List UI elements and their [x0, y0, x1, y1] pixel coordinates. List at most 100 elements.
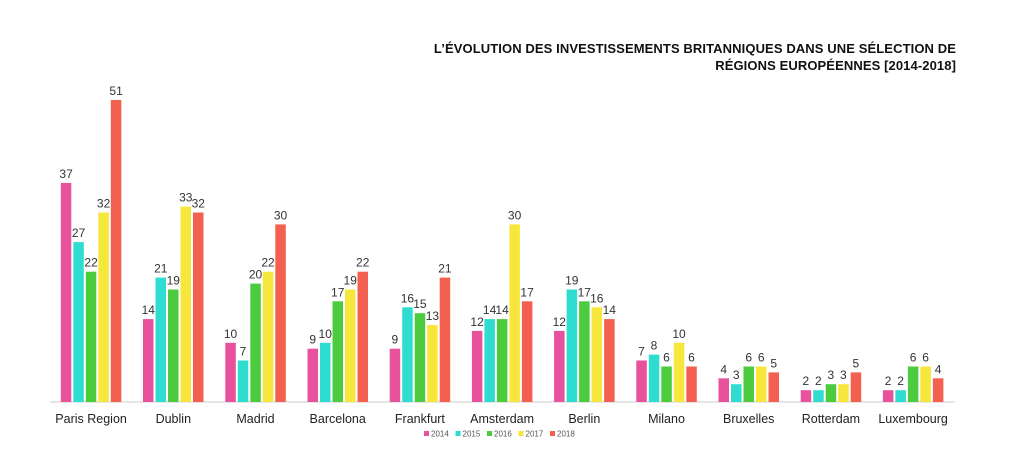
value-label-paris-region-2016: 22	[84, 256, 98, 270]
value-label-luxembourg-2017: 6	[922, 351, 929, 365]
value-label-milano-2017: 10	[672, 327, 686, 341]
value-label-barcelona-2017: 19	[344, 274, 358, 288]
bar-bruxelles-2018	[768, 372, 779, 402]
bar-luxembourg-2016	[907, 366, 919, 402]
value-label-madrid-2015: 7	[240, 345, 247, 359]
value-label-paris-region-2017: 32	[97, 197, 111, 211]
value-label-barcelona-2018: 22	[356, 256, 370, 270]
value-label-paris-region-2014: 37	[59, 167, 73, 181]
legend-label-2015: 2015	[463, 430, 481, 439]
bar-dublin-2015	[155, 277, 166, 402]
category-label-bruxelles: Bruxelles	[723, 412, 774, 426]
chart-title-line-1: L’ÉVOLUTION DES INVESTISSEMENTS BRITANNI…	[433, 41, 956, 56]
bar-berlin-2015	[566, 289, 578, 402]
bar-luxembourg-2014	[882, 390, 894, 402]
value-label-rotterdam-2017: 3	[840, 368, 847, 382]
bar-barcelona-2015	[320, 342, 331, 402]
bar-luxembourg-2018	[932, 378, 944, 402]
value-label-berlin-2015: 19	[565, 274, 579, 288]
legend-swatch-2018	[550, 431, 555, 436]
bar-madrid-2015	[237, 360, 249, 402]
value-label-berlin-2018: 14	[603, 303, 617, 317]
value-label-rotterdam-2015: 2	[815, 374, 822, 388]
bar-bruxelles-2017	[756, 366, 767, 402]
value-label-frankfurt-2018: 21	[438, 262, 452, 276]
value-label-berlin-2014: 12	[553, 315, 567, 329]
value-label-frankfurt-2014: 9	[392, 333, 399, 347]
legend-swatch-2014	[424, 431, 429, 436]
bar-frankfurt-2015	[402, 307, 413, 402]
bar-amsterdam-2018	[521, 301, 533, 402]
bar-paris-region-2017	[98, 212, 109, 402]
bar-paris-region-2014	[60, 182, 72, 402]
bar-amsterdam-2016	[496, 319, 508, 402]
value-label-dublin-2016: 19	[167, 274, 181, 288]
legend: 2014 2015 2016 2017 2018	[424, 430, 575, 439]
bar-milano-2017	[673, 342, 685, 402]
bar-barcelona-2018	[357, 271, 368, 402]
bar-luxembourg-2015	[895, 390, 906, 402]
bar-barcelona-2014	[307, 348, 318, 402]
value-label-milano-2018: 6	[688, 351, 695, 365]
legend-label-2017: 2017	[526, 430, 544, 439]
category-label-milano: Milano	[648, 412, 685, 426]
value-label-frankfurt-2017: 13	[426, 309, 440, 323]
value-label-bruxelles-2018: 5	[770, 356, 777, 370]
category-label-amsterdam: Amsterdam	[470, 412, 534, 426]
value-label-amsterdam-2018: 17	[520, 285, 534, 299]
value-label-frankfurt-2016: 15	[413, 297, 427, 311]
value-label-amsterdam-2017: 30	[508, 208, 522, 222]
value-label-dublin-2015: 21	[154, 262, 168, 276]
bar-rotterdam-2016	[825, 384, 837, 402]
bar-milano-2015	[648, 354, 660, 402]
value-label-bruxelles-2017: 6	[758, 351, 765, 365]
value-label-madrid-2016: 20	[249, 268, 263, 282]
value-label-rotterdam-2018: 5	[853, 356, 860, 370]
bar-madrid-2014	[225, 342, 236, 402]
value-label-amsterdam-2014: 12	[470, 315, 484, 329]
legend-label-2014: 2014	[431, 430, 449, 439]
value-label-frankfurt-2015: 16	[401, 291, 415, 305]
bar-dublin-2017	[180, 206, 191, 402]
bar-bruxelles-2015	[731, 384, 742, 402]
value-label-madrid-2017: 22	[261, 256, 275, 270]
category-labels-layer: Paris Region Dublin Madrid Barcelona Frankfu…	[55, 412, 948, 426]
category-label-madrid: Madrid	[236, 412, 274, 426]
bar-milano-2018	[686, 366, 697, 402]
bar-frankfurt-2014	[389, 348, 401, 402]
value-label-milano-2014: 7	[638, 345, 645, 359]
value-label-rotterdam-2014: 2	[803, 374, 810, 388]
bar-berlin-2016	[579, 301, 590, 402]
chart-title: L’ÉVOLUTION DES INVESTISSEMENTS BRITANNI…	[434, 40, 956, 74]
bar-paris-region-2018	[110, 100, 122, 402]
chart-title-line-2: RÉGIONS EUROPÉENNES [2014-2018]	[715, 58, 956, 73]
value-label-barcelona-2014: 9	[309, 333, 316, 347]
bar-dublin-2018	[193, 212, 204, 402]
legend-label-2016: 2016	[494, 430, 512, 439]
value-label-luxembourg-2016: 6	[910, 351, 917, 365]
value-label-luxembourg-2018: 4	[935, 362, 942, 376]
value-label-paris-region-2018: 51	[109, 84, 123, 98]
bar-luxembourg-2017	[920, 366, 931, 402]
bar-barcelona-2016	[332, 301, 343, 402]
bar-rotterdam-2014	[800, 390, 812, 402]
value-label-milano-2015: 8	[651, 339, 658, 353]
legend-swatch-2015	[455, 431, 461, 436]
bar-bruxelles-2016	[743, 366, 754, 402]
bar-madrid-2017	[262, 271, 274, 402]
value-label-bruxelles-2016: 6	[745, 351, 752, 365]
value-label-dublin-2017: 33	[179, 191, 193, 205]
bar-frankfurt-2016	[414, 313, 426, 402]
value-label-berlin-2017: 16	[590, 291, 604, 305]
bar-paris-region-2016	[85, 271, 97, 402]
value-label-dublin-2014: 14	[142, 303, 156, 317]
bar-barcelona-2017	[345, 289, 356, 402]
legend-swatch-2017	[518, 431, 524, 436]
bar-madrid-2018	[275, 224, 286, 402]
bar-frankfurt-2017	[427, 325, 438, 402]
value-label-bruxelles-2014: 4	[720, 362, 727, 376]
category-label-berlin: Berlin	[568, 412, 600, 426]
bar-rotterdam-2018	[850, 372, 862, 402]
bar-bruxelles-2014	[718, 378, 729, 402]
value-label-dublin-2018: 32	[192, 197, 206, 211]
